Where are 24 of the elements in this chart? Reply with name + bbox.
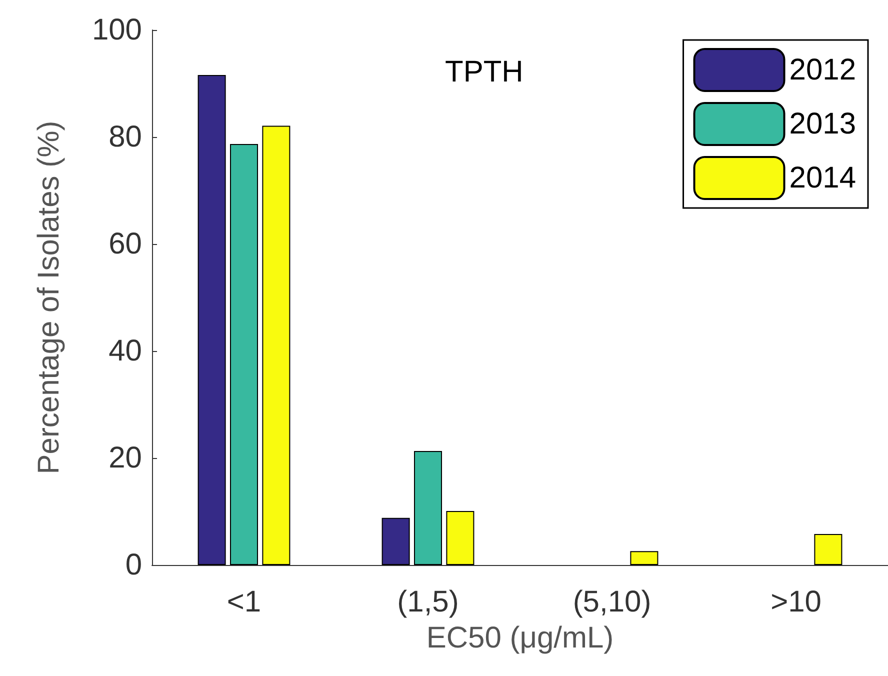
bar [198,74,226,565]
bar [230,144,258,565]
y-tick-label: 0 [125,548,142,582]
x-tick-label: >10 [770,586,822,618]
bar [814,534,842,565]
y-tick-label: 40 [108,334,142,368]
bar [446,510,474,565]
legend-label: 2012 [789,54,856,86]
bar [630,551,658,565]
x-axis-title: EC50 (μg/mL) [426,622,614,654]
y-axis-title: Percentage of Isolates (%) [32,120,66,474]
legend-label: 2014 [789,162,856,194]
x-tick-label: (1,5) [397,586,459,618]
x-tick-label: <1 [226,586,262,618]
bar [262,126,290,565]
bar [414,451,442,565]
bar [382,518,410,565]
y-tick-label: 60 [108,228,142,260]
y-tick-label: 100 [92,14,142,46]
x-tick-label: (5,10) [572,586,652,618]
legend-label: 2013 [789,108,856,140]
text: TPTH [445,56,524,88]
y-tick-label: 20 [108,442,142,474]
y-tick-label: 80 [108,120,142,154]
